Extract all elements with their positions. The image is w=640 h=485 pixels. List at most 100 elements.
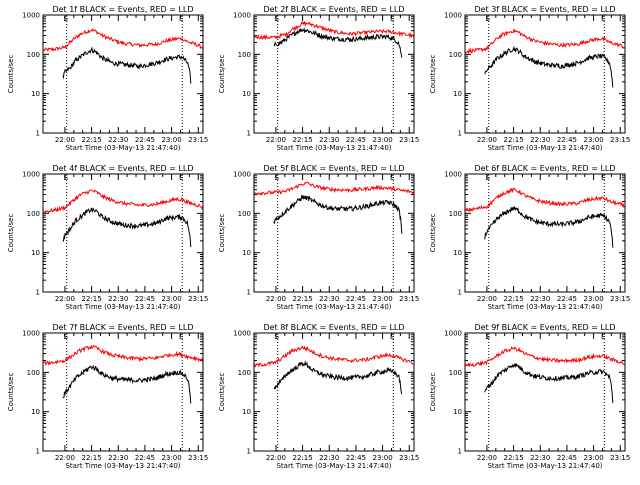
y-axis-label: Counts/sec: [7, 373, 15, 412]
x-axis-label: Start Time (03-May-13 21:47:40): [276, 303, 391, 311]
y-tick-label: 100: [27, 369, 40, 377]
x-tick-label: 22:45: [135, 295, 155, 303]
chart-panel-det-1: Det 1f BLACK = Events, RED = LLD 1 10 100 10…: [7, 5, 208, 152]
chart-title: Det 6f BLACK = Events, RED = LLD: [474, 164, 615, 173]
y-axis-label: Counts/sec: [429, 373, 437, 412]
y-tick-label: 1: [247, 130, 251, 138]
plot-frame: [253, 173, 415, 293]
series-lld-line: [465, 187, 625, 213]
chart-panel-det-6: Det 6f BLACK = Events, RED = LLD 1 10 100 10…: [429, 164, 630, 311]
x-tick-label: 23:00: [584, 295, 604, 303]
marker-label-e: E: [390, 15, 394, 23]
series-events-line: [484, 363, 614, 404]
plot-frame: [42, 173, 204, 293]
y-tick-label: 1: [458, 130, 462, 138]
x-tick-label: 22:30: [319, 136, 339, 144]
x-tick-label: 22:30: [108, 454, 128, 462]
y-tick-label: 1000: [444, 330, 462, 338]
plot-frame: [464, 173, 626, 293]
y-tick-label: 10: [31, 249, 40, 257]
series-lld-line: [43, 344, 203, 367]
y-axis-label: Counts/sec: [429, 55, 437, 94]
y-tick-label: 10: [453, 90, 462, 98]
y-tick-label: 100: [238, 210, 251, 218]
chart-title: Det 7f BLACK = Events, RED = LLD: [52, 323, 193, 332]
x-tick-label: 23:15: [188, 136, 208, 144]
x-tick-label: 22:00: [55, 295, 75, 303]
x-tick-label: 23:15: [399, 295, 419, 303]
series-lld-line: [465, 28, 625, 55]
chart-panel-det-7: Det 7f BLACK = Events, RED = LLD 1 10 100 10…: [7, 323, 208, 470]
y-tick-label: 1: [36, 448, 40, 456]
marker-label-e: E: [390, 174, 394, 182]
marker-label-e: E: [179, 15, 183, 23]
series-lld-line: [43, 189, 203, 215]
x-tick-label: 23:15: [610, 136, 630, 144]
marker-label-s: S: [63, 333, 68, 341]
x-tick-label: 23:15: [399, 454, 419, 462]
x-tick-label: 23:00: [584, 136, 604, 144]
y-tick-label: 1: [247, 448, 251, 456]
plot-frame: [42, 332, 204, 452]
x-axis-label: Start Time (03-May-13 21:47:40): [487, 144, 602, 152]
x-tick-label: 23:15: [610, 454, 630, 462]
x-tick-label: 22:15: [504, 295, 524, 303]
x-tick-label: 22:00: [266, 454, 286, 462]
y-tick-label: 100: [27, 210, 40, 218]
series-events-line: [273, 360, 403, 395]
y-tick-label: 10: [453, 408, 462, 416]
chart-title: Det 5f BLACK = Events, RED = LLD: [263, 164, 404, 173]
y-tick-label: 100: [449, 210, 462, 218]
chart-panel-det-3: Det 3f BLACK = Events, RED = LLD 1 10 100 10…: [429, 5, 630, 152]
marker-label-s: S: [485, 333, 490, 341]
x-axis-label: Start Time (03-May-13 21:47:40): [65, 144, 180, 152]
x-tick-label: 23:15: [188, 454, 208, 462]
series-events-line: [273, 27, 403, 58]
series-lld-line: [254, 181, 414, 197]
y-tick-label: 1000: [233, 330, 251, 338]
x-axis-label: Start Time (03-May-13 21:47:40): [65, 462, 180, 470]
x-tick-label: 23:15: [188, 295, 208, 303]
y-axis-label: Counts/sec: [429, 214, 437, 253]
plot-frame: [253, 332, 415, 452]
chart-title: Det 3f BLACK = Events, RED = LLD: [474, 5, 615, 14]
series-events-line: [484, 206, 614, 248]
chart-title: Det 2f BLACK = Events, RED = LLD: [263, 5, 404, 14]
y-tick-label: 1000: [444, 12, 462, 20]
y-tick-label: 10: [242, 408, 251, 416]
x-tick-label: 22:15: [504, 136, 524, 144]
x-tick-label: 22:15: [293, 295, 313, 303]
x-axis-label: Start Time (03-May-13 21:47:40): [487, 462, 602, 470]
y-axis-label: Counts/sec: [7, 55, 15, 94]
y-tick-label: 10: [453, 249, 462, 257]
marker-label-s: S: [274, 333, 279, 341]
x-tick-label: 23:00: [373, 454, 393, 462]
y-axis-label: Counts/sec: [218, 55, 226, 94]
x-tick-label: 23:00: [373, 136, 393, 144]
marker-label-s: S: [485, 15, 490, 23]
y-tick-label: 1000: [233, 12, 251, 20]
x-tick-label: 22:00: [477, 136, 497, 144]
x-axis-label: Start Time (03-May-13 21:47:40): [487, 303, 602, 311]
chart-panel-det-9: Det 9f BLACK = Events, RED = LLD 1 10 100 10…: [429, 323, 630, 470]
plot-frame: [42, 14, 204, 134]
y-tick-label: 100: [449, 51, 462, 59]
marker-label-s: S: [274, 15, 279, 23]
x-tick-label: 22:45: [557, 295, 577, 303]
plot-frame: [464, 14, 626, 134]
x-tick-label: 22:45: [557, 454, 577, 462]
x-tick-label: 22:15: [293, 136, 313, 144]
marker-label-e: E: [601, 15, 605, 23]
x-tick-label: 23:00: [373, 295, 393, 303]
y-tick-label: 10: [31, 90, 40, 98]
x-tick-label: 22:45: [135, 454, 155, 462]
x-tick-label: 22:30: [108, 136, 128, 144]
y-tick-label: 100: [238, 369, 251, 377]
y-tick-label: 1000: [22, 12, 40, 20]
marker-label-e: E: [601, 333, 605, 341]
y-tick-label: 100: [238, 51, 251, 59]
marker-label-e: E: [179, 333, 183, 341]
chart-panel-det-4: Det 4f BLACK = Events, RED = LLD 1 10 100 10…: [7, 164, 208, 311]
